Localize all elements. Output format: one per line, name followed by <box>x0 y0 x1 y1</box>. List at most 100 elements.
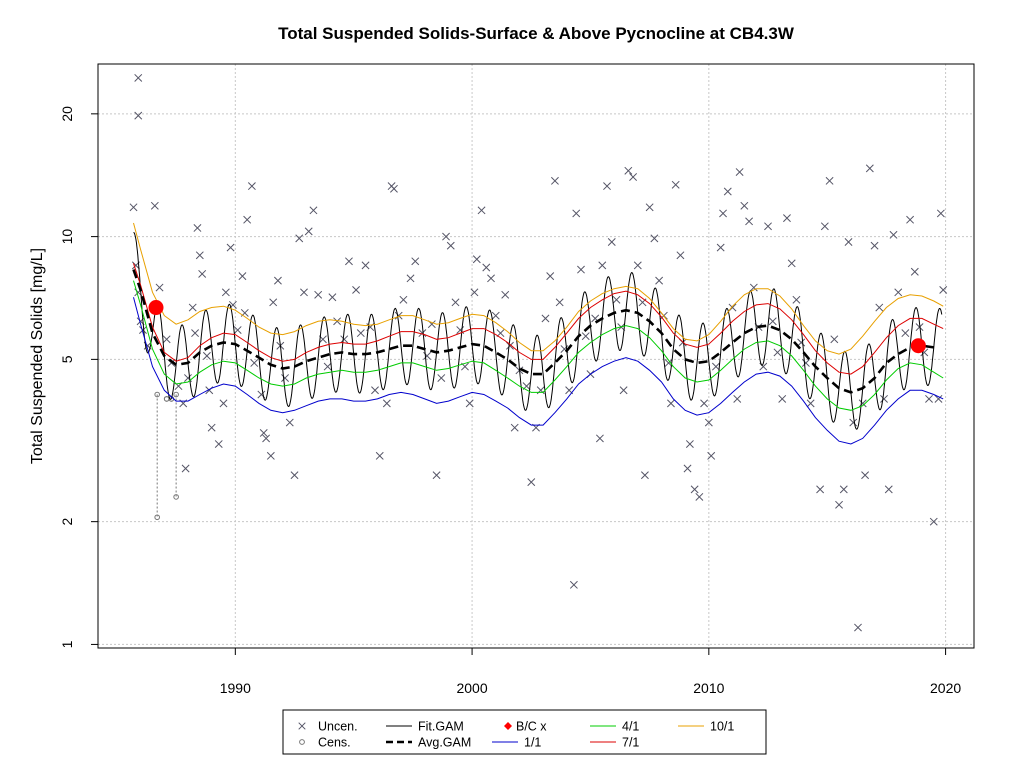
x-mark-stroke <box>861 471 870 480</box>
uncensored-point <box>506 341 514 350</box>
x-mark-stroke <box>382 399 391 408</box>
uncensored-point <box>345 257 353 266</box>
x-mark-stroke <box>797 338 806 347</box>
x-mark-stroke <box>550 176 559 185</box>
x-mark-stroke <box>247 182 256 191</box>
uncensored-point <box>356 329 365 338</box>
x-mark-stroke <box>300 288 308 297</box>
uncensored-point <box>309 206 318 215</box>
legend-item: 10/1 <box>678 720 734 734</box>
x-mark-stroke <box>406 274 415 283</box>
x-mark-stroke <box>501 290 510 299</box>
x-mark-stroke <box>243 215 252 224</box>
x-mark-stroke <box>273 276 282 285</box>
uncensored-point <box>906 215 915 224</box>
x-mark-stroke <box>733 394 742 403</box>
x-mark-stroke <box>806 399 815 408</box>
x-mark-stroke <box>134 73 143 82</box>
x-mark-stroke <box>664 358 673 367</box>
x-mark-stroke <box>221 288 230 297</box>
x-mark-stroke <box>304 227 313 236</box>
uncensored-point <box>806 399 815 408</box>
x-mark-stroke <box>318 335 327 344</box>
uncensored-point <box>188 303 197 312</box>
x-mark-stroke <box>290 471 299 480</box>
uncensored-point <box>624 166 633 175</box>
uncensored-point <box>266 451 275 460</box>
x-mark-stroke <box>920 348 929 357</box>
x-mark-stroke <box>910 267 919 276</box>
x-mark-stroke <box>323 362 332 371</box>
legend-item: 7/1 <box>590 736 639 750</box>
x-mark-stroke <box>195 251 204 260</box>
x-mark-stroke <box>155 283 164 292</box>
legend-label: 1/1 <box>524 736 541 750</box>
x-mark-stroke <box>745 217 754 226</box>
legend-item: 1/1 <box>492 736 541 750</box>
uncensored-point <box>219 399 228 408</box>
x-mark-stroke <box>768 317 777 326</box>
x-mark-stroke <box>461 362 469 371</box>
uncensored-point <box>884 485 893 494</box>
x-mark-stroke <box>198 269 207 278</box>
x-mark-stroke <box>219 399 228 408</box>
uncensored-point <box>238 272 247 281</box>
x-mark-stroke <box>546 272 555 281</box>
x-mark-stroke <box>690 485 699 494</box>
uncensored-point <box>825 176 834 185</box>
x-mark-stroke <box>281 374 289 382</box>
x-mark-stroke <box>704 418 713 427</box>
x-mark-stroke <box>371 386 379 395</box>
x-mark-stroke <box>411 257 420 266</box>
x-mark-stroke <box>150 201 159 210</box>
uncensored-point <box>247 182 256 191</box>
x-mark-stroke <box>295 234 304 243</box>
x-mark-stroke <box>506 341 514 350</box>
uncensored-point <box>875 303 884 312</box>
x-mark-stroke <box>906 215 915 224</box>
x-mark-stroke <box>683 464 692 473</box>
uncensored-point <box>300 288 308 297</box>
x-tick-label: 2000 <box>456 680 487 696</box>
uncensored-point <box>655 276 664 285</box>
x-mark-stroke <box>333 317 342 326</box>
x-mark-stroke <box>711 362 720 371</box>
legend-label: 7/1 <box>622 736 639 750</box>
x-mark-stroke <box>446 241 455 250</box>
x-mark-stroke <box>666 399 675 408</box>
uncensored-point <box>129 203 138 212</box>
x-mark-stroke <box>143 341 152 350</box>
uncensored-point <box>482 263 491 272</box>
uncensored-point <box>820 222 829 231</box>
uncensored-point <box>894 288 903 297</box>
x-mark-stroke <box>139 326 147 335</box>
y-tick-label: 5 <box>59 355 75 363</box>
x-mark-stroke <box>581 332 590 341</box>
legend-x-symbol <box>298 722 306 730</box>
uncensored-point <box>550 176 559 185</box>
x-mark-stroke <box>356 329 365 338</box>
censored-point <box>154 514 160 521</box>
x-mark-stroke <box>191 329 200 338</box>
x-mark-stroke <box>572 209 581 218</box>
legend-item: 4/1 <box>590 720 639 734</box>
x-mark-stroke <box>527 478 536 487</box>
avg-gam-line <box>132 269 934 394</box>
uncensored-point <box>451 298 460 307</box>
uncensored-point <box>371 386 379 395</box>
x-mark-stroke <box>129 203 138 212</box>
uncensored-point <box>281 374 289 382</box>
uncensored-point <box>735 168 744 176</box>
legend-label: 10/1 <box>710 720 734 734</box>
plot-frame <box>97 63 975 649</box>
uncensored-point <box>778 394 787 403</box>
uncensored-point <box>704 418 713 427</box>
x-mark-stroke <box>181 464 190 473</box>
x-mark-stroke <box>671 180 680 189</box>
x-mark-stroke <box>134 111 143 120</box>
x-mark-stroke <box>889 230 898 239</box>
legend-item: Fit.GAM <box>386 720 464 734</box>
uncensored-point <box>612 295 621 304</box>
uncensored-point <box>411 257 420 266</box>
uncensored-point <box>437 374 446 382</box>
